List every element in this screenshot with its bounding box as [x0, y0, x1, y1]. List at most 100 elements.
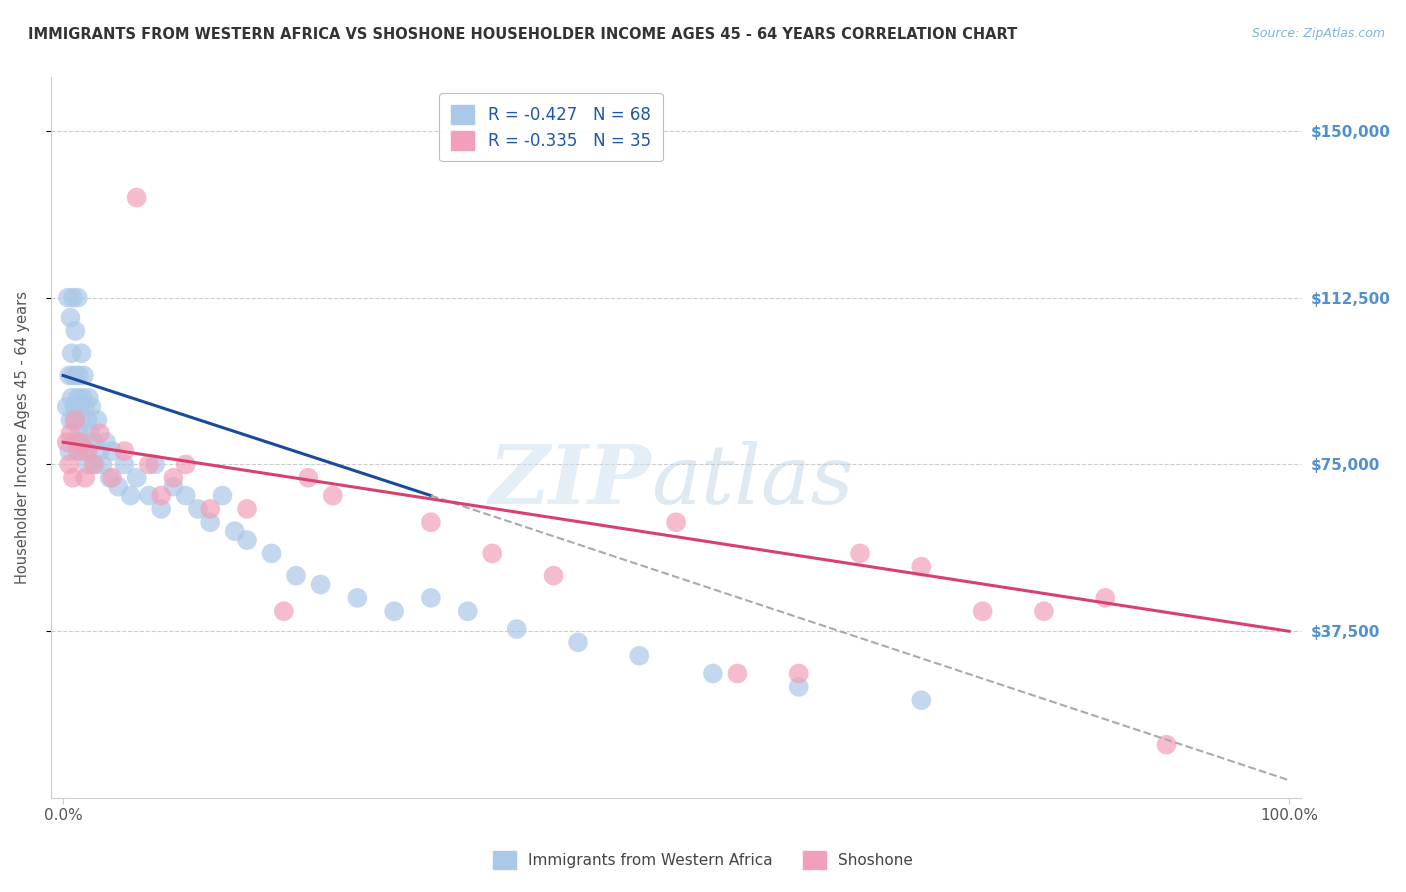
Point — [76, 458, 98, 472]
Text: ZIP: ZIP — [488, 441, 651, 521]
Point — [75, 400, 97, 414]
Point — [58, 444, 80, 458]
Point — [69, 400, 91, 414]
Point — [83, 435, 105, 450]
Point — [725, 666, 748, 681]
Point — [72, 391, 94, 405]
Point — [60, 346, 83, 360]
Point — [101, 444, 124, 458]
Text: Source: ZipAtlas.com: Source: ZipAtlas.com — [1251, 27, 1385, 40]
Text: atlas: atlas — [651, 441, 853, 521]
Point — [83, 458, 105, 472]
Point — [1094, 591, 1116, 605]
Legend: Immigrants from Western Africa, Shoshone: Immigrants from Western Africa, Shoshone — [486, 845, 920, 875]
Point — [55, 435, 77, 450]
Point — [1032, 604, 1054, 618]
Point — [94, 435, 117, 450]
Point — [910, 693, 932, 707]
Point — [211, 489, 233, 503]
Point — [73, 368, 96, 383]
Point — [236, 533, 259, 547]
Point — [63, 400, 86, 414]
Point — [285, 568, 308, 582]
Point — [309, 577, 332, 591]
Point — [224, 524, 246, 538]
Point — [1156, 738, 1178, 752]
Point — [89, 444, 111, 458]
Point — [849, 546, 872, 560]
Point — [125, 190, 148, 204]
Point — [79, 426, 101, 441]
Point — [98, 471, 121, 485]
Point — [86, 413, 108, 427]
Point — [138, 458, 160, 472]
Y-axis label: Householder Income Ages 45 - 64 years: Householder Income Ages 45 - 64 years — [15, 292, 30, 584]
Point — [65, 324, 87, 338]
Point — [70, 413, 93, 427]
Point — [174, 489, 197, 503]
Point — [138, 489, 160, 503]
Point — [787, 666, 810, 681]
Point — [75, 471, 97, 485]
Point — [60, 391, 83, 405]
Point — [543, 568, 565, 582]
Point — [567, 635, 589, 649]
Text: IMMIGRANTS FROM WESTERN AFRICA VS SHOSHONE HOUSEHOLDER INCOME AGES 45 - 64 YEARS: IMMIGRANTS FROM WESTERN AFRICA VS SHOSHO… — [28, 27, 1018, 42]
Point — [150, 502, 173, 516]
Point — [75, 444, 97, 458]
Point — [70, 435, 93, 450]
Point — [628, 648, 651, 663]
Point — [162, 480, 184, 494]
Point — [273, 604, 295, 618]
Point — [58, 458, 80, 472]
Point — [65, 368, 87, 383]
Point — [346, 591, 368, 605]
Point — [297, 471, 319, 485]
Point — [382, 604, 405, 618]
Point — [143, 458, 166, 472]
Point — [112, 444, 135, 458]
Point — [910, 559, 932, 574]
Point — [65, 435, 87, 450]
Point — [112, 458, 135, 472]
Point — [59, 426, 82, 441]
Point — [200, 502, 222, 516]
Point — [67, 368, 90, 383]
Legend: R = -0.427   N = 68, R = -0.335   N = 35: R = -0.427 N = 68, R = -0.335 N = 35 — [440, 93, 662, 161]
Point — [457, 604, 479, 618]
Point — [84, 458, 107, 472]
Point — [67, 426, 90, 441]
Point — [89, 426, 111, 441]
Point — [665, 516, 688, 530]
Point — [69, 444, 91, 458]
Point — [419, 516, 441, 530]
Point — [59, 310, 82, 325]
Point — [63, 413, 86, 427]
Point — [62, 471, 84, 485]
Point — [972, 604, 994, 618]
Point — [91, 458, 114, 472]
Point — [107, 480, 129, 494]
Point — [419, 591, 441, 605]
Point — [187, 502, 209, 516]
Point — [702, 666, 724, 681]
Point — [481, 546, 503, 560]
Point — [70, 346, 93, 360]
Point — [58, 368, 80, 383]
Point — [56, 291, 79, 305]
Point — [55, 400, 77, 414]
Point — [174, 458, 197, 472]
Point — [66, 444, 89, 458]
Point — [66, 391, 89, 405]
Point — [65, 413, 87, 427]
Point — [120, 489, 142, 503]
Point — [77, 391, 100, 405]
Point — [506, 622, 529, 636]
Point — [236, 502, 259, 516]
Point — [101, 471, 124, 485]
Point — [76, 413, 98, 427]
Point — [260, 546, 283, 560]
Point — [76, 444, 98, 458]
Point — [322, 489, 344, 503]
Point — [65, 400, 87, 414]
